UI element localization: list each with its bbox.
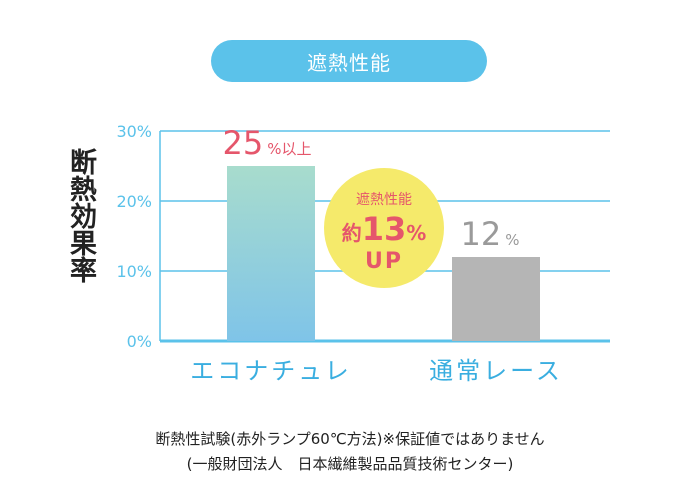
category-label: 通常レース (429, 357, 563, 385)
bars (227, 166, 540, 341)
data-label: 25 %以上 (223, 124, 312, 162)
y-tick-label: 10% (116, 262, 152, 281)
y-tick-label: 20% (116, 192, 152, 211)
chart-title-pill: 遮熱性能 (211, 40, 487, 82)
badge-line-3: UP (365, 249, 403, 274)
chart-title: 遮熱性能 (307, 50, 391, 75)
y-axis-label: 断熱効果率 (65, 148, 96, 283)
y-tick-labels: 0% 10% 20% 30% (116, 122, 152, 351)
data-labels: 25 %以上 12% (223, 124, 520, 253)
category-labels: エコナチュレ 通常レース (190, 357, 563, 385)
bar (227, 166, 315, 341)
y-tick-label: 30% (116, 122, 152, 141)
badge-circle (324, 168, 444, 288)
category-label: エコナチュレ (190, 357, 352, 385)
badge-line-2: 約13% (342, 210, 427, 248)
bar (452, 257, 540, 341)
note-line-2: (一般財団法人 日本繊維製品品質技術センター) (186, 455, 514, 473)
data-label: 12% (461, 215, 520, 253)
note-line-1: 断熱性試験(赤外ランプ60℃方法)※保証値ではありません (155, 430, 545, 448)
badge-line-1: 遮熱性能 (356, 192, 412, 208)
y-tick-label: 0% (127, 332, 152, 351)
